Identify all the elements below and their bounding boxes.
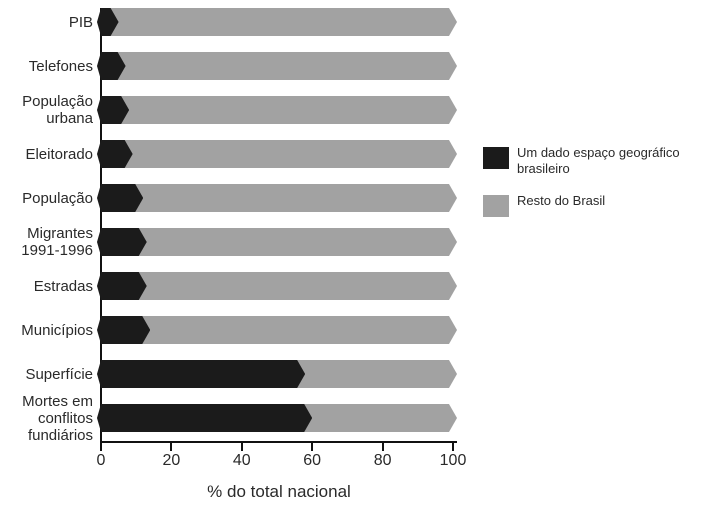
legend-swatch-black [483,147,509,169]
bar [101,140,457,168]
category-label: Municípios [21,321,93,339]
chart-row: Municípios [0,316,457,344]
chart-row: Telefones [0,52,457,80]
bar-segment-resto-do-brasil [101,184,457,212]
bar [101,404,457,432]
legend-item: Um dado espaço geográfico brasileiro [483,145,680,177]
x-axis-tick-label: 60 [303,452,322,469]
category-label: Estradas [33,277,93,295]
chart-row: Estradas [0,272,457,300]
bar [101,52,457,80]
bar [101,8,457,36]
bar [101,272,457,300]
legend: Um dado espaço geográfico brasileiro Resto… [483,145,680,235]
bar-segment-resto-do-brasil [101,8,457,36]
bar-segment-resto-do-brasil [101,316,457,344]
legend-item: Resto do Brasil [483,193,680,217]
chart-row: Migrantes 1991-1996 [0,225,457,259]
bar [101,184,457,212]
bar-segment-espaco-geografico [97,96,129,124]
bar-segment-resto-do-brasil [101,228,457,256]
bar-segment-resto-do-brasil [101,96,457,124]
bar-segment-espaco-geografico [97,140,133,168]
category-label: Eleitorado [25,145,93,163]
legend-label: Resto do Brasil [517,193,606,208]
bar-segment-espaco-geografico [97,404,312,432]
category-label: População [22,189,93,207]
x-axis-tick-label: 20 [162,452,181,469]
category-label: Superfície [25,365,93,383]
chart-row: Eleitorado [0,140,457,168]
x-axis-tick [100,443,102,451]
x-axis-title: % do total nacional [207,482,351,501]
bar-segment-espaco-geografico [97,184,143,212]
bar-segment-espaco-geografico [97,8,119,36]
category-label: Telefones [28,57,93,75]
chart-row: População urbana [0,93,457,127]
x-axis-tick [452,443,454,451]
category-label: Mortes em conflitos fundiários [22,392,93,444]
x-axis-tick [311,443,314,451]
y-axis-line [100,8,102,442]
x-axis-tick [170,443,173,451]
x-axis-tick-label: 100 [439,452,467,469]
x-axis-line [100,441,457,443]
bar-segment-espaco-geografico [97,316,150,344]
legend-label: Um dado espaço geográfico brasileiro [517,145,680,176]
x-axis-tick-label: 40 [232,452,251,469]
chart-row: Mortes em conflitos fundiários [0,393,457,444]
bar [101,316,457,344]
chart-row: PIB [0,8,457,36]
x-axis-tick-label: 80 [373,452,392,469]
bar [101,228,457,256]
bar-segment-espaco-geografico [97,360,305,388]
chart-row: População [0,184,457,212]
bar-segment-resto-do-brasil [101,140,457,168]
chart-rows: PIB Telefones População urbana Eleitorado Pop… [0,8,457,448]
legend-swatch-gray [483,195,509,217]
bar [101,96,457,124]
category-label: PIB [68,13,93,31]
x-axis-tick [381,443,384,451]
x-axis-tick [240,443,243,451]
category-label: Migrantes 1991-1996 [21,225,93,259]
bar-segment-resto-do-brasil [101,272,457,300]
bar-segment-espaco-geografico [97,228,147,256]
category-label: População urbana [22,93,93,127]
bar-segment-espaco-geografico [97,272,147,300]
bar-segment-resto-do-brasil [101,52,457,80]
chart-row: Superfície [0,360,457,388]
x-axis-tick-label: 0 [96,452,106,469]
bar [101,360,457,388]
